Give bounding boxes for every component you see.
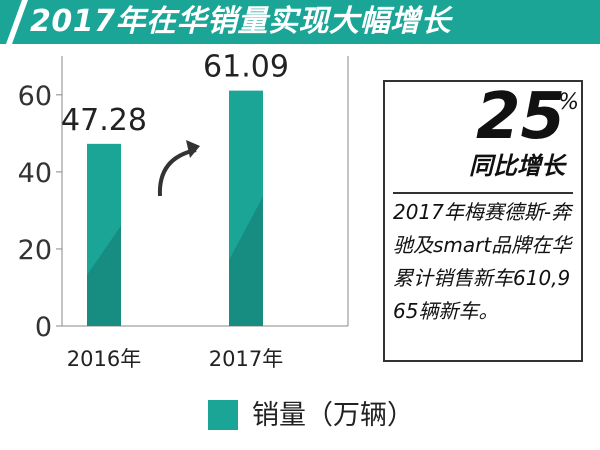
x-axis: 2016年 2017年 bbox=[67, 347, 283, 371]
growth-percent-block: 25 % bbox=[476, 84, 579, 150]
bar-chart: 0 20 40 60 47.28 61.09 2016年 2017年 bbox=[0, 44, 380, 384]
legend-label: 销量（万辆） bbox=[252, 400, 414, 431]
bar-shade bbox=[87, 225, 121, 326]
y-tick-label: 40 bbox=[18, 158, 52, 189]
growth-percent-sign: % bbox=[558, 90, 579, 115]
y-tick-label: 0 bbox=[35, 312, 52, 343]
header-band bbox=[12, 0, 600, 44]
info-divider bbox=[393, 192, 573, 194]
bar-data-label: 61.09 bbox=[203, 50, 289, 85]
y-tick-label: 60 bbox=[18, 81, 52, 112]
bar-group bbox=[229, 90, 263, 326]
header-accent-left bbox=[0, 0, 22, 44]
header-banner: 2017年在华销量实现大幅增长 bbox=[0, 0, 600, 44]
header-stripe bbox=[0, 0, 600, 44]
legend-swatch bbox=[208, 400, 238, 430]
y-axis: 0 20 40 60 bbox=[18, 56, 349, 343]
bar-shade bbox=[229, 196, 263, 326]
x-tick-label: 2016年 bbox=[67, 347, 141, 371]
data-labels: 47.28 61.09 bbox=[61, 50, 289, 138]
page-title: 2017年在华销量实现大幅增长 bbox=[30, 4, 451, 39]
growth-info-box: 25 % 同比增长 2017年梅赛德斯-奔驰及smart品牌在华累计销售新车61… bbox=[383, 80, 583, 362]
x-tick-label: 2017年 bbox=[209, 347, 283, 371]
y-tick-label: 20 bbox=[18, 235, 52, 266]
chart-svg: 0 20 40 60 47.28 61.09 2016年 2017年 bbox=[18, 50, 349, 371]
info-description: 2017年梅赛德斯-奔驰及smart品牌在华累计销售新车610,965辆新车。 bbox=[393, 200, 572, 323]
bar-data-label: 47.28 bbox=[61, 103, 147, 138]
growth-percent-value: 25 bbox=[475, 80, 565, 154]
growth-label: 同比增长 bbox=[469, 152, 565, 180]
bar-group bbox=[87, 143, 121, 326]
growth-arrow-head-icon bbox=[186, 140, 200, 158]
bars bbox=[87, 90, 263, 326]
